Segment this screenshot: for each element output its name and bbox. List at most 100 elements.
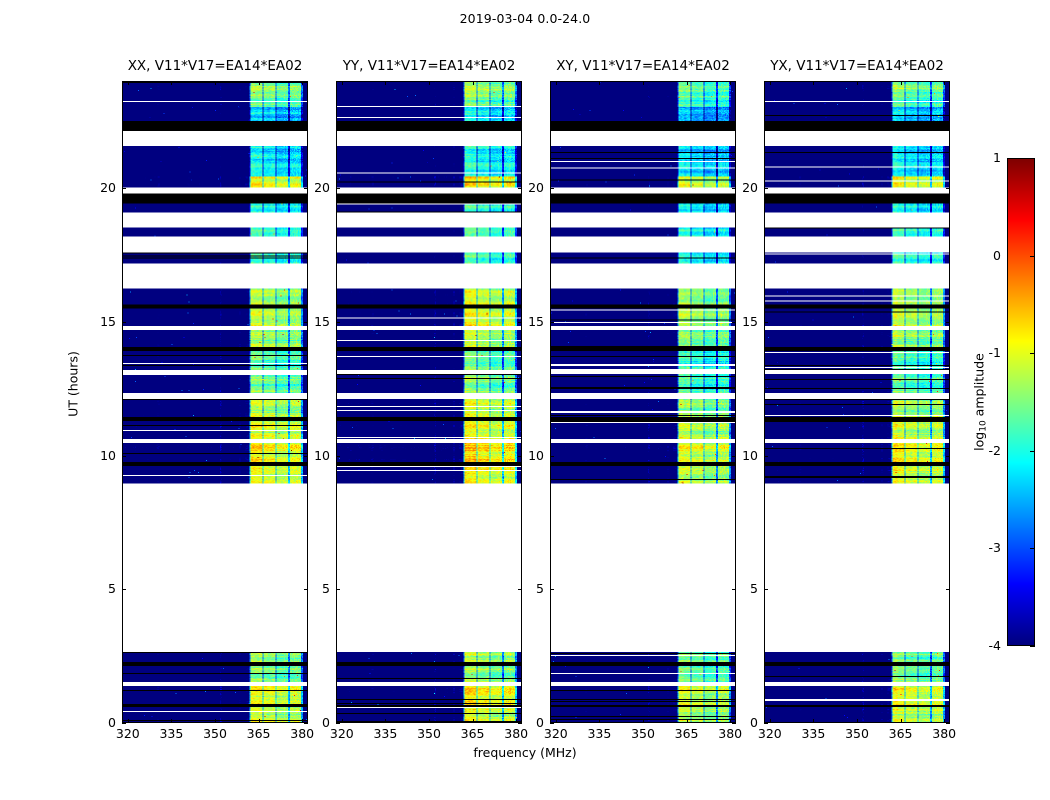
x-tick-label: 380 — [932, 726, 957, 741]
y-tick-label: 5 — [536, 581, 544, 597]
x-tick-mark — [555, 719, 557, 723]
x-tick-mark — [643, 81, 644, 85]
figure-suptitle: 2019-03-04 0.0-24.0 — [459, 11, 591, 26]
y-tick-mark — [518, 188, 522, 189]
x-tick-label: 335 — [587, 726, 612, 741]
panel-title-yx: YX, V11*V17=EA14*EA02 — [770, 58, 944, 74]
y-tick-mark — [946, 589, 950, 591]
x-tick-mark — [730, 719, 732, 723]
y-tick-mark — [122, 188, 126, 189]
colorbar-tick-mark — [1030, 353, 1035, 355]
y-tick-mark — [732, 723, 736, 724]
y-tick-mark — [304, 321, 308, 323]
y-tick-label: 15 — [528, 313, 544, 329]
x-tick-mark — [302, 719, 304, 723]
x-tick-label: 365 — [246, 726, 271, 741]
y-tick-label: 5 — [750, 581, 758, 597]
x-tick-mark — [769, 719, 771, 723]
x-tick-mark — [555, 81, 557, 85]
y-tick-label: 15 — [742, 313, 758, 329]
y-tick-label: 20 — [528, 180, 544, 195]
colorbar-tick-label: 0 — [993, 247, 1001, 263]
x-tick-label: 350 — [417, 726, 441, 741]
x-tick-label: 320 — [329, 726, 354, 741]
panel-title-xx: XX, V11*V17=EA14*EA02 — [127, 58, 303, 74]
x-tick-label: 380 — [718, 726, 743, 741]
colorbar-tick-mark — [1030, 646, 1035, 647]
y-tick-mark — [122, 723, 126, 724]
x-tick-mark — [215, 719, 216, 723]
y-tick-mark — [122, 321, 126, 323]
y-tick-mark — [946, 723, 950, 724]
x-tick-mark — [769, 81, 771, 85]
x-tick-mark — [857, 719, 858, 723]
y-tick-label: 20 — [742, 180, 758, 195]
y-tick-label: 0 — [536, 715, 544, 730]
y-tick-mark — [764, 589, 768, 591]
x-tick-mark — [429, 719, 430, 723]
x-tick-label: 320 — [115, 726, 140, 741]
y-tick-mark — [304, 723, 308, 724]
x-tick-mark — [258, 719, 260, 723]
y-tick-mark — [122, 589, 126, 591]
heatmap-panel-yy[interactable] — [336, 81, 522, 723]
y-tick-mark — [946, 455, 950, 457]
colorbar-tick-mark — [1030, 548, 1035, 550]
x-axis-label: frequency (MHz) — [473, 745, 577, 760]
y-tick-mark — [732, 455, 736, 457]
y-tick-label: 0 — [750, 715, 758, 730]
x-tick-mark — [516, 81, 518, 85]
x-tick-mark — [686, 81, 688, 85]
y-tick-label: 0 — [322, 715, 330, 730]
x-tick-mark — [385, 81, 387, 85]
x-tick-label: 350 — [845, 726, 869, 741]
colorbar[interactable] — [1007, 158, 1035, 646]
heatmap-panel-xy[interactable] — [550, 81, 736, 723]
y-tick-mark — [764, 455, 768, 457]
x-tick-label: 365 — [888, 726, 913, 741]
x-tick-label: 365 — [674, 726, 699, 741]
y-tick-mark — [518, 723, 522, 724]
x-tick-mark — [643, 719, 644, 723]
x-tick-label: 335 — [159, 726, 184, 741]
y-tick-mark — [550, 188, 554, 189]
y-tick-label: 5 — [322, 581, 330, 597]
heatmap-image-yx — [765, 82, 949, 722]
x-tick-mark — [944, 81, 946, 85]
y-tick-mark — [764, 321, 768, 323]
x-tick-mark — [900, 719, 902, 723]
y-tick-label: 10 — [742, 447, 758, 463]
x-tick-mark — [429, 81, 430, 85]
y-tick-mark — [336, 723, 340, 724]
y-tick-label: 10 — [100, 447, 116, 463]
x-tick-mark — [900, 81, 902, 85]
heatmap-panel-xx[interactable] — [122, 81, 308, 723]
y-tick-label: 10 — [528, 447, 544, 463]
x-tick-label: 335 — [373, 726, 398, 741]
colorbar-tick-mark — [1030, 158, 1035, 159]
x-tick-mark — [686, 719, 688, 723]
y-tick-label: 5 — [108, 581, 116, 597]
y-tick-mark — [732, 188, 736, 189]
heatmap-panel-yx[interactable] — [764, 81, 950, 723]
x-tick-label: 350 — [631, 726, 655, 741]
y-tick-mark — [122, 455, 126, 457]
y-tick-mark — [336, 455, 340, 457]
y-tick-mark — [518, 589, 522, 591]
x-tick-mark — [341, 719, 343, 723]
y-tick-mark — [304, 188, 308, 189]
x-tick-mark — [302, 81, 304, 85]
x-tick-mark — [813, 719, 815, 723]
colorbar-tick-label: -3 — [988, 540, 1001, 556]
y-tick-label: 15 — [100, 313, 116, 329]
colorbar-label-tail: amplitude — [971, 353, 987, 421]
y-tick-mark — [518, 321, 522, 323]
x-tick-label: 335 — [801, 726, 826, 741]
colorbar-tick-mark — [1030, 450, 1035, 452]
y-tick-label: 10 — [314, 447, 330, 463]
colorbar-tick-label: -1 — [988, 345, 1001, 361]
panel-title-xy: XY, V11*V17=EA14*EA02 — [556, 58, 730, 74]
x-tick-mark — [127, 81, 129, 85]
x-tick-label: 350 — [203, 726, 227, 741]
